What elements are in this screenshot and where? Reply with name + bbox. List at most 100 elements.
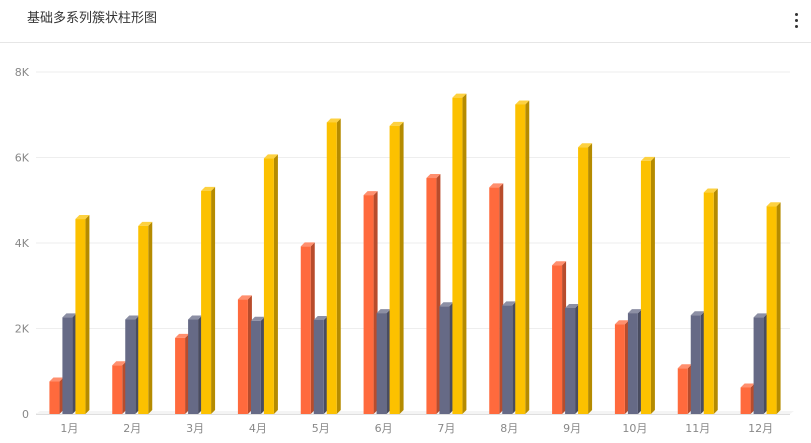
bar [112, 361, 127, 414]
bar-front [690, 315, 701, 414]
bar-front [49, 381, 60, 414]
bar-top [766, 202, 781, 207]
x-tick-label: 12月 [748, 422, 773, 435]
bar-top [753, 313, 768, 318]
bar-front [363, 195, 374, 414]
bar [690, 311, 705, 414]
bar [62, 313, 77, 414]
bar-top [175, 333, 190, 338]
x-tick-label: 10月 [622, 422, 647, 435]
chart-title: 基础多系列簇状柱形图 [27, 11, 158, 26]
x-tick-label: 4月 [249, 422, 267, 435]
bar-top [614, 320, 629, 325]
bar [502, 301, 517, 414]
bar [565, 303, 580, 414]
bar-top [250, 316, 265, 321]
bar-top [452, 93, 467, 98]
bar [313, 315, 328, 414]
bar-front [640, 160, 651, 414]
bar [125, 315, 140, 414]
bar [250, 316, 265, 414]
bar [703, 188, 718, 414]
bar-front [300, 246, 311, 414]
bar-top [188, 315, 203, 320]
bar [363, 191, 378, 414]
bar [49, 377, 64, 414]
x-tick-label: 8月 [500, 422, 518, 435]
bar-front [175, 337, 186, 414]
bar-side [776, 202, 781, 414]
bar-top [62, 313, 77, 318]
bar-front [439, 306, 450, 414]
bar-side [273, 154, 278, 414]
more-vertical-icon[interactable] [791, 12, 801, 30]
bar-front [125, 319, 136, 414]
bar [766, 202, 781, 414]
bar-front [326, 122, 337, 414]
bar-top [627, 309, 642, 314]
bar [677, 364, 692, 414]
bar-front [389, 125, 400, 415]
bar [175, 333, 190, 414]
bar-top [326, 118, 341, 123]
bar-top [439, 302, 454, 307]
x-tick-label: 6月 [375, 422, 393, 435]
bar-side [85, 215, 90, 414]
bar-top [677, 364, 692, 369]
bar [300, 242, 315, 414]
bar [237, 295, 252, 414]
bar-front [138, 225, 149, 414]
bar-top [300, 242, 315, 247]
bar-front [62, 317, 73, 414]
bar-front [452, 97, 463, 415]
bar-top [112, 361, 127, 366]
y-tick-label: 2K [15, 323, 30, 336]
bar-front [75, 219, 86, 414]
bar-top [426, 174, 441, 179]
bar-top [49, 377, 64, 382]
bar-chart: 0 2K 4K 6K 8K 1月 2月 3月 4月 5月 6月 7月 8月 9月 10月 11月 12月 [15, 66, 794, 435]
bar [640, 156, 655, 415]
bar [740, 383, 755, 414]
bar-top [363, 191, 378, 196]
bar-top [389, 121, 404, 126]
bar-top [125, 315, 140, 320]
bar-front [753, 317, 764, 414]
bar-front [426, 178, 437, 414]
bar-top [75, 215, 90, 220]
bar [515, 100, 530, 415]
bar-top [201, 186, 216, 191]
bar [138, 221, 153, 414]
bar-front [614, 324, 625, 414]
bar-front [489, 187, 500, 414]
bar-front [250, 320, 261, 414]
bar-front [703, 192, 714, 414]
bar-top [489, 183, 504, 188]
bar [753, 313, 768, 414]
bar [376, 309, 391, 414]
card-header: 基础多系列簇状柱形图 [0, 0, 811, 43]
bar [263, 154, 278, 414]
bar [188, 315, 203, 414]
bar-side [713, 188, 718, 414]
x-tick-label: 2月 [123, 422, 141, 435]
bar-front [201, 190, 212, 414]
bar-side [148, 221, 153, 414]
bar-side [399, 121, 404, 415]
bar-front [578, 147, 589, 414]
bar-top [740, 383, 755, 388]
bar [426, 174, 441, 414]
bar-front [515, 104, 526, 415]
bar-top [376, 309, 391, 314]
bar-top [502, 301, 517, 306]
bar-top [515, 100, 530, 105]
bar [452, 93, 467, 415]
bar-front [677, 368, 688, 414]
bar-top [552, 261, 567, 266]
bar-front [188, 319, 199, 414]
bar-side [336, 118, 341, 414]
bar-front [376, 313, 387, 414]
bar [614, 320, 629, 414]
bar [326, 118, 341, 414]
